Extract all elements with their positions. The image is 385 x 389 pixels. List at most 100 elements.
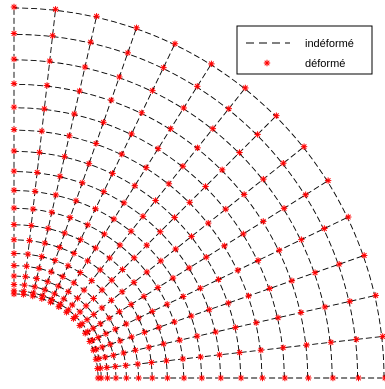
deformed-node-9-1 [197, 353, 204, 361]
deformed-node-9-10 [92, 205, 99, 212]
deformed-node-1-6 [78, 320, 86, 327]
deformed-node-1-12 [30, 289, 37, 297]
deformed-node-7-10 [77, 236, 84, 243]
deformed-node-2-9 [60, 295, 67, 303]
deformed-node-13-9 [154, 145, 162, 152]
deformed-node-12-4 [234, 267, 242, 274]
deformed-node-8-9 [101, 230, 108, 238]
deformed-node-8-11 [66, 214, 74, 221]
mesh-radial-11 [41, 28, 137, 299]
deformed-node-17-10 [171, 40, 179, 47]
deformed-node-4-10 [59, 273, 66, 280]
deformed-node-3-12 [33, 275, 40, 282]
deformed-node-6-14 [10, 236, 18, 243]
deformed-node-10-12 [56, 173, 64, 180]
deformed-node-16-2 [346, 298, 354, 305]
deformed-node-17-1 [379, 333, 385, 340]
legend-deformed-label: déformé [305, 58, 345, 70]
deformed-node-10-14 [10, 167, 18, 175]
deformed-node-1-10 [48, 296, 56, 303]
deformed-node-8-1 [179, 355, 187, 363]
deformed-node-12-0 [259, 374, 266, 382]
deformed-node-7-11 [61, 229, 68, 237]
deformed-node-2-1 [103, 364, 111, 371]
deformed-node-14-1 [303, 341, 310, 349]
mesh-radial-9 [58, 64, 212, 308]
deformed-node-2-12 [31, 283, 38, 291]
deformed-node-15-8 [209, 125, 217, 132]
deformed-node-6-10 [70, 250, 78, 257]
deformed-node-8-13 [29, 205, 37, 213]
mesh-arc-13 [13, 107, 285, 379]
deformed-node-3-9 [65, 288, 72, 295]
deformed-node-6-9 [84, 257, 91, 265]
deformed-node-6-7 [108, 277, 115, 284]
deformed-node-3-3 [107, 341, 114, 348]
deformed-node-13-3 [266, 285, 273, 292]
deformed-node-14-12 [76, 87, 83, 95]
deformed-node-1-14 [10, 287, 18, 295]
deformed-node-7-14 [10, 221, 18, 228]
deformed-node-2-2 [101, 354, 109, 361]
deformed-node-7-4 [149, 308, 156, 315]
deformed-node-15-10 [149, 87, 156, 94]
mesh-radial-7 [73, 116, 276, 319]
deformed-node-1-7 [72, 313, 79, 320]
deformed-node-15-3 [311, 269, 319, 276]
deformed-node-13-13 [41, 105, 48, 113]
deformed-node-11-0 [237, 374, 245, 382]
deformed-node-13-7 [202, 183, 209, 190]
deformed-node-2-6 [83, 316, 91, 323]
deformed-node-9-8 [127, 227, 135, 235]
deformed-node-4-14 [10, 262, 18, 269]
deformed-node-17-13 [52, 6, 59, 13]
deformed-node-14-11 [108, 96, 115, 104]
deformed-node-16-10 [160, 64, 167, 71]
deformed-node-13-4 [254, 257, 262, 264]
deformed-node-9-4 [180, 293, 187, 300]
deformed-node-5-0 [135, 374, 142, 382]
deformed-node-4-8 [80, 286, 88, 294]
mesh-radial-5 [84, 180, 328, 334]
deformed-node-3-13 [22, 273, 29, 280]
deformed-node-3-11 [44, 278, 51, 285]
deformed-node-13-8 [179, 163, 187, 170]
deformed-node-4-13 [23, 263, 30, 270]
mesh-radial-12 [32, 17, 97, 297]
deformed-node-15-14 [10, 55, 18, 63]
deformed-node-6-12 [41, 239, 48, 247]
deformed-node-10-11 [79, 179, 86, 186]
deformed-node-3-0 [112, 374, 120, 382]
deformed-node-6-4 [135, 314, 142, 322]
deformed-node-8-6 [143, 268, 151, 276]
deformed-node-17-3 [360, 252, 368, 259]
deformed-node-15-9 [180, 104, 187, 112]
deformed-node-17-0 [381, 374, 385, 382]
deformed-node-1-2 [95, 355, 103, 362]
deformed-node-6-6 [118, 288, 126, 295]
deformed-node-12-7 [186, 199, 193, 206]
deformed-node-3-5 [97, 320, 104, 327]
deformed-node-1-3 [93, 346, 100, 353]
deformed-node-3-10 [55, 282, 62, 290]
deformed-node-14-9 [167, 125, 174, 132]
deformed-node-2-14 [10, 281, 18, 288]
deformed-node-8-7 [131, 254, 138, 261]
deformed-node-7-7 [119, 266, 126, 273]
deformed-node-14-2 [297, 309, 305, 316]
deformed-node-14-13 [43, 82, 51, 89]
deformed-node-13-0 [281, 374, 289, 382]
mesh-radial-8 [66, 88, 246, 313]
deformed-node-5-9 [77, 269, 84, 276]
deformed-node-10-0 [217, 374, 225, 382]
deformed-node-11-2 [232, 324, 239, 331]
deformed-node-7-6 [130, 279, 138, 286]
deformed-node-15-11 [116, 73, 123, 81]
deformed-node-16-4 [321, 225, 328, 232]
deformed-node-14-6 [240, 191, 248, 198]
deformed-node-5-4 [123, 320, 130, 328]
deformed-node-1-13 [20, 288, 27, 295]
deformed-node-11-10 [109, 170, 116, 177]
deformed-node-15-6 [260, 175, 267, 183]
deformed-node-5-3 [128, 333, 135, 341]
